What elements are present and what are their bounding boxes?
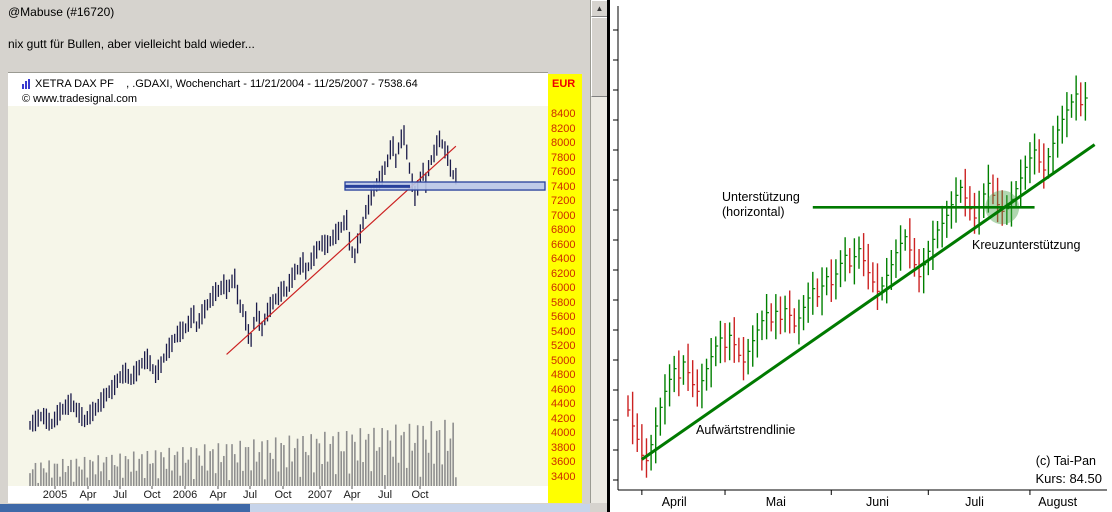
- month-label: April: [662, 495, 687, 509]
- cross-support-annotation: Kreuzunterstützung: [972, 238, 1081, 252]
- month-label: Juli: [965, 495, 984, 509]
- instrument-icon: [22, 79, 30, 89]
- price-tick-label: 6200: [551, 267, 576, 280]
- x-axis-label: 2005: [43, 489, 67, 501]
- month-label: Juni: [866, 495, 889, 509]
- horizontal-scrollbar[interactable]: [0, 504, 590, 512]
- x-axis-label: Jul: [378, 489, 392, 501]
- month-label: Mai: [766, 495, 786, 509]
- horizontal-scrollbar-thumb[interactable]: [0, 504, 250, 512]
- price-tick-label: 5800: [551, 296, 576, 309]
- forum-post-panel: @Mabuse (#16720) nix gutt für Bullen, ab…: [0, 0, 608, 512]
- dax-chart-canvas: 2005 Apr Jul Oct 2006 Apr Jul Oct 2007 Apr Jul Oct: [8, 106, 548, 501]
- x-axis-label: 2006: [173, 489, 197, 501]
- price-tick-label: 4400: [551, 398, 576, 410]
- copyright-text: © www.tradesignal.com: [22, 93, 138, 105]
- price-tick-label: 6600: [551, 238, 576, 251]
- taipan-chart-canvas: April Mai Juni Juli August: [613, 6, 1107, 509]
- scroll-up-icon: ▲: [595, 4, 604, 13]
- price-tick-label: 4200: [551, 412, 576, 425]
- support-annotation: Unterstützung (horizontal): [722, 190, 800, 220]
- price-tick-label: 3800: [551, 441, 576, 454]
- rising-trendline: [226, 145, 457, 355]
- vertical-scrollbar[interactable]: ▲: [590, 0, 608, 503]
- x-axis-label: 2007: [308, 489, 332, 501]
- scroll-up-button[interactable]: ▲: [591, 0, 608, 17]
- price-tick-label: 8200: [551, 122, 576, 135]
- support-annotation-line1: Unterstützung: [722, 190, 800, 204]
- price-tick-label: 7800: [551, 151, 576, 164]
- panel-divider: [607, 0, 610, 512]
- price-tick-label: 3600: [551, 456, 576, 468]
- chart-title: XETRA DAX PF , .GDAXI, Wochenchart - 11/…: [22, 78, 418, 90]
- x-axis-label: Apr: [79, 489, 96, 501]
- price-tick-label: 5000: [551, 354, 576, 367]
- price-tick-label: 8000: [551, 137, 576, 149]
- x-axis-label: Oct: [411, 489, 428, 501]
- price-readout: Kurs: 84.50: [1035, 471, 1103, 486]
- price-tick-label: 7400: [551, 180, 576, 193]
- price-axis: EUR 8400 8200 8000 7800 7600 7400 7200 7000 6800…: [548, 74, 582, 503]
- scrollbar-corner: [590, 503, 608, 512]
- x-axis-label: Jul: [113, 489, 127, 501]
- price-tick-label: 5600: [551, 311, 576, 323]
- price-tick-label: 6000: [551, 282, 576, 294]
- x-axis-label: Oct: [143, 489, 160, 501]
- price-tick-label: 7200: [551, 195, 576, 207]
- currency-label: EUR: [552, 78, 576, 90]
- x-axis-label: Apr: [209, 489, 226, 501]
- support-annotation-line2: (horizontal): [722, 205, 785, 219]
- credit-text: (c) Tai-Pan: [1035, 454, 1096, 468]
- price-tick-label: 5200: [551, 340, 576, 352]
- price-tick-label: 7600: [551, 166, 576, 178]
- price-tick-label: 4600: [551, 383, 576, 396]
- price-tick-label: 7000: [551, 209, 576, 222]
- x-axis-label: Apr: [343, 489, 360, 501]
- price-tick-label: 3400: [551, 470, 576, 483]
- month-label: August: [1038, 495, 1077, 509]
- x-axis-label: Jul: [243, 489, 257, 501]
- price-tick-label: 8400: [551, 108, 576, 120]
- upward-trendline: [641, 143, 1096, 461]
- price-tick-label: 6400: [551, 253, 576, 265]
- post-comment: nix gutt für Bullen, aber vielleicht bal…: [8, 37, 255, 51]
- price-tick-label: 6800: [551, 224, 576, 236]
- post-author: @Mabuse (#16720): [8, 5, 115, 19]
- price-tick-label: 4000: [551, 427, 576, 439]
- x-axis-label: Oct: [274, 489, 291, 501]
- price-tick-label: 4800: [551, 369, 576, 381]
- price-tick-label: 5400: [551, 325, 576, 338]
- trendline-annotation: Aufwärtstrendlinie: [696, 423, 796, 437]
- vertical-scrollbar-thumb[interactable]: [591, 17, 608, 97]
- taipan-chart-panel: April Mai Juni Juli August Unterstützung (ho…: [610, 0, 1112, 512]
- chart-title-text: XETRA DAX PF , .GDAXI, Wochenchart - 11/…: [35, 78, 418, 90]
- dax-weekly-chart: 2005 Apr Jul Oct 2006 Apr Jul Oct 2007 Apr Jul Oct …: [8, 72, 548, 503]
